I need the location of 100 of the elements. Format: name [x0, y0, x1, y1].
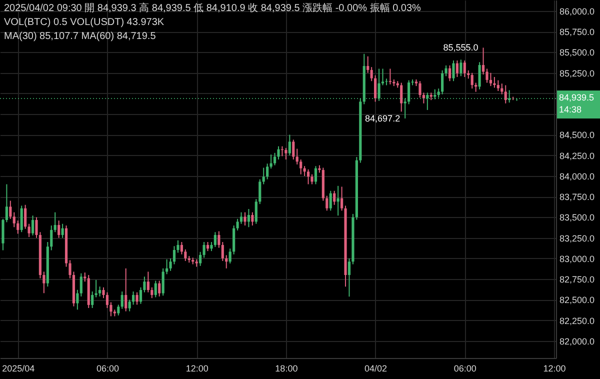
annotation: MA(30) 85,107.7 MA(60) 84,719.5: [4, 31, 156, 42]
candlestick: [310, 174, 314, 185]
candlestick: [366, 56, 370, 74]
candlestick: [478, 62, 481, 90]
candlestick: [496, 80, 500, 92]
candlestick: [463, 60, 466, 78]
x-tick-label: 06:00: [96, 364, 119, 374]
x-tick-label: 18:00: [275, 364, 298, 374]
annotation: 2025/04/02 09:30 開 84,939.3 高 84,939.5 低 84,910.9 收 84,939.5 漲跌幅 -0.00% 振幅 0.03%: [4, 2, 422, 14]
candlestick: [258, 178, 262, 205]
candlestick: [24, 204, 27, 230]
candlestick: [374, 74, 377, 102]
candlestick: [146, 271, 150, 293]
candlestick: [214, 232, 216, 248]
y-tick-label: 84,000.0: [560, 171, 595, 182]
candlestick: [31, 215, 34, 236]
candlestick: [117, 304, 120, 316]
candlestick: [162, 268, 164, 296]
y-tick-label: 82,250.0: [560, 316, 595, 326]
candlestick: [12, 212, 16, 228]
y-tick-label: 82,000.0: [560, 336, 595, 347]
candlestick: [329, 190, 332, 212]
candlestick: [16, 220, 20, 234]
y-tick-label: 85,750.0: [560, 27, 595, 38]
candlestick: [273, 152, 276, 166]
candlestick: [460, 59, 462, 77]
y-tick-label: 83,750.0: [560, 192, 595, 202]
y-tick-label: 82,750.0: [560, 274, 595, 285]
candlestick: [244, 212, 246, 226]
candlestick: [254, 198, 258, 224]
candlestick: [128, 299, 131, 312]
candlestick: [136, 292, 138, 306]
candlestick: [42, 271, 46, 294]
candlestick: [292, 139, 295, 160]
candlestick: [400, 82, 403, 112]
candlestick: [441, 70, 444, 95]
candlestick: [251, 212, 254, 226]
candlestick: [456, 60, 459, 78]
annotation: VOL(BTC) 0.5 VOL(USDT) 43.973K: [4, 17, 164, 28]
candlestick: [448, 64, 452, 82]
candlestick: [228, 248, 232, 264]
candlestick: [61, 223, 64, 238]
y-tick-label: 86,000.0: [560, 6, 595, 16]
candlestick: [218, 230, 220, 248]
candlestick: [247, 208, 250, 228]
candlestick: [184, 248, 187, 262]
candlestick: [80, 272, 82, 297]
candlestick: [9, 200, 12, 220]
candlestick: [284, 147, 288, 160]
y-tick-label: 83,250.0: [560, 233, 595, 244]
candlestick: [385, 78, 388, 86]
candlestick: [172, 246, 176, 265]
candlestick: [124, 268, 128, 312]
candlestick: [58, 220, 60, 238]
x-tick-label: 04/02: [364, 364, 388, 374]
candlestick: [348, 258, 351, 298]
x-tick-label: 06:00: [454, 364, 476, 374]
candlestick: [158, 280, 161, 297]
candlestick: [54, 212, 56, 233]
y-tick-label: 84,250.0: [560, 150, 595, 161]
candlestick: [20, 205, 23, 233]
candlestick: [206, 241, 210, 252]
candlestick: [98, 286, 102, 297]
annotation: 85,555.0: [443, 42, 478, 53]
candlestick: [180, 241, 183, 255]
candlestick: [143, 276, 146, 293]
candlestick: [388, 68, 392, 85]
candlestick: [176, 240, 180, 254]
y-tick-label: 83,500.0: [560, 212, 595, 223]
candlestick: [110, 302, 112, 317]
candlestick: [314, 166, 318, 185]
candlestick: [132, 291, 135, 306]
candlestick: [288, 134, 291, 156]
candlestick: [76, 289, 79, 310]
candlestick: [504, 84, 507, 104]
candlestick: [333, 190, 336, 206]
candlestick: [154, 280, 157, 298]
candlestick: [221, 241, 224, 262]
candlestick: [296, 148, 298, 165]
x-tick-label: 12:00: [543, 364, 566, 374]
candlestick: [240, 212, 243, 224]
candlestick: [232, 224, 236, 255]
candlestick: [139, 286, 142, 304]
y-tick-label: 85,500.0: [560, 48, 595, 58]
ref-line-label: 84,939.5 14:38: [559, 92, 594, 114]
x-tick-label: 12:00: [186, 364, 208, 374]
y-tick-label: 83,000.0: [560, 254, 595, 264]
candlestick: [106, 292, 109, 308]
x-tick-label: 2025/04: [2, 364, 35, 374]
candlestick: [120, 291, 124, 310]
annotation: 84,697.2: [365, 113, 400, 124]
candlestick: [84, 272, 86, 282]
candlestick: [470, 72, 474, 90]
y-tick-label: 82,500.0: [560, 295, 595, 306]
candlestick: [300, 158, 302, 175]
candlestick: [262, 167, 265, 185]
candlestick: [370, 66, 373, 82]
candlestick: [306, 168, 310, 185]
candlestick: [50, 224, 53, 251]
candlestick: [452, 60, 455, 82]
